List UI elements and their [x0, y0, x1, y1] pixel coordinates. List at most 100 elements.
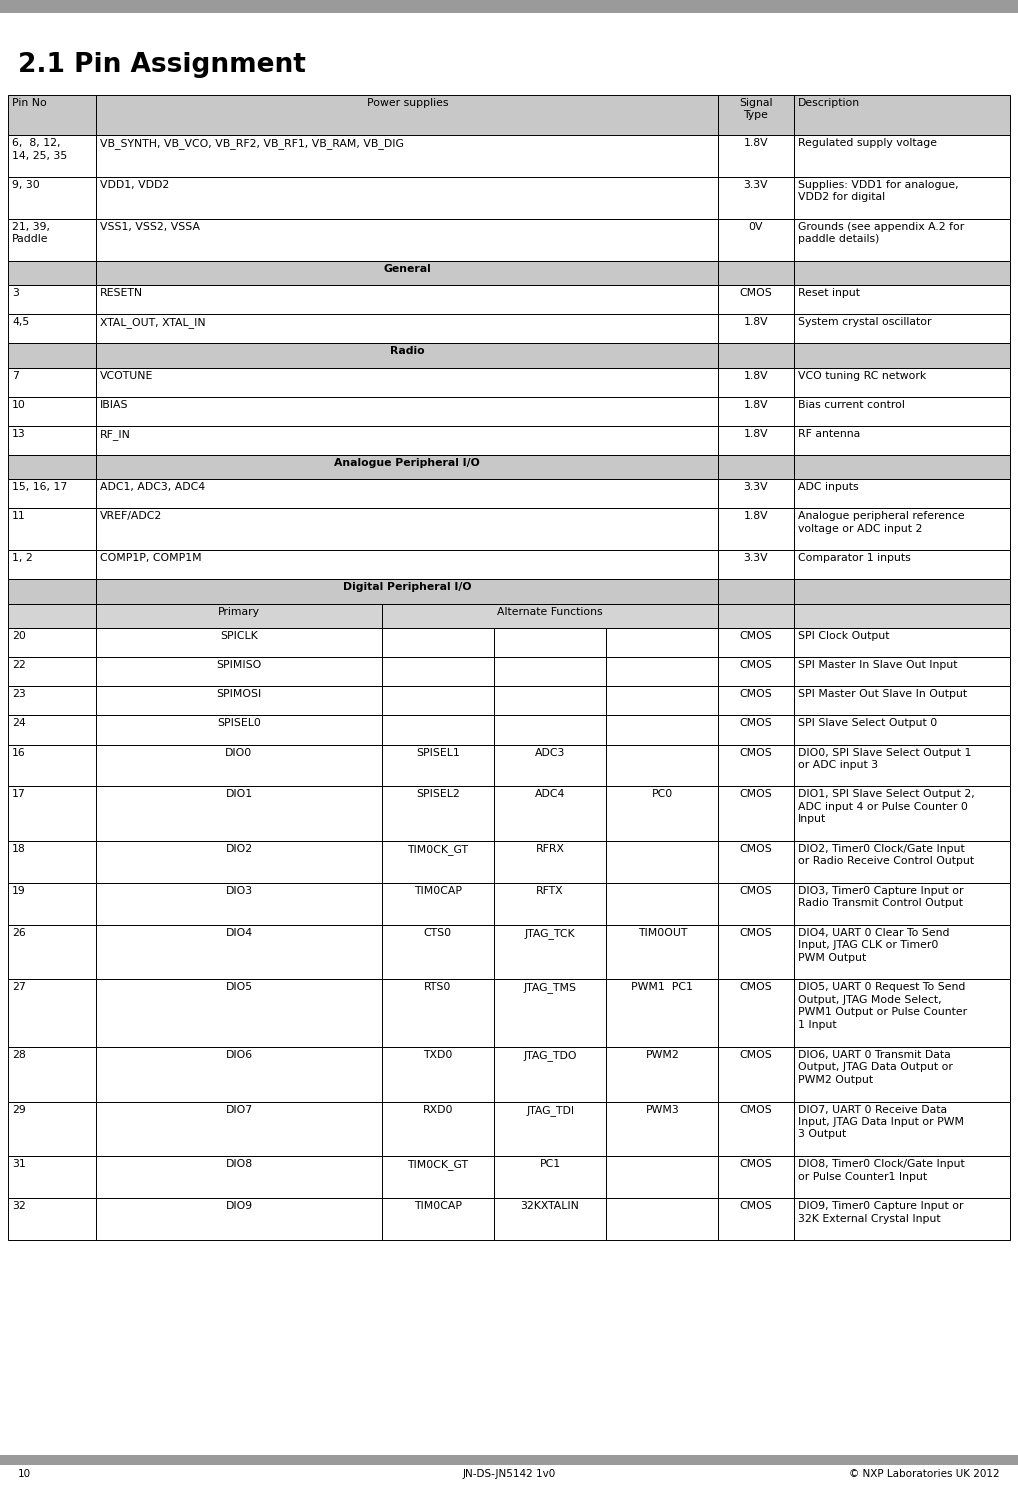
Bar: [719, 579, 794, 605]
Bar: [794, 219, 1010, 261]
Text: 1, 2: 1, 2: [12, 554, 33, 563]
Text: DIO7, UART 0 Receive Data
Input, JTAG Data Input or PWM
3 Output: DIO7, UART 0 Receive Data Input, JTAG Da…: [797, 1105, 964, 1139]
Text: RXD0: RXD0: [422, 1105, 453, 1115]
Bar: [794, 716, 1010, 744]
Text: 10: 10: [12, 401, 25, 409]
Text: CMOS: CMOS: [740, 983, 773, 992]
Text: 21, 39,
Paddle: 21, 39, Paddle: [12, 222, 50, 244]
Text: DIO3, Timer0 Capture Input or
Radio Transmit Control Output: DIO3, Timer0 Capture Input or Radio Tran…: [797, 886, 963, 908]
Text: DIO3: DIO3: [225, 886, 252, 896]
Text: 3: 3: [12, 289, 19, 298]
Text: 10: 10: [18, 1470, 32, 1479]
Bar: [96, 925, 382, 980]
Text: © NXP Laboratories UK 2012: © NXP Laboratories UK 2012: [849, 1470, 1000, 1479]
Bar: [794, 980, 1010, 1047]
Bar: [719, 1157, 794, 1199]
Text: DIO6: DIO6: [225, 1050, 252, 1060]
Bar: [794, 1157, 1010, 1199]
Bar: [606, 716, 719, 744]
Bar: [8, 479, 96, 508]
Bar: [8, 508, 96, 551]
Text: DIO5, UART 0 Request To Send
Output, JTAG Mode Select,
PWM1 Output or Pulse Coun: DIO5, UART 0 Request To Send Output, JTA…: [797, 983, 967, 1029]
Text: Description: Description: [797, 98, 859, 109]
Text: SPI Master In Slave Out Input: SPI Master In Slave Out Input: [797, 661, 957, 670]
Bar: [494, 883, 606, 925]
Bar: [606, 925, 719, 980]
Bar: [494, 658, 606, 686]
Text: ADC4: ADC4: [534, 789, 565, 800]
Text: PWM1  PC1: PWM1 PC1: [631, 983, 693, 992]
Bar: [382, 716, 494, 744]
Text: SPI Master Out Slave In Output: SPI Master Out Slave In Output: [797, 689, 967, 700]
Text: Signal
Type: Signal Type: [739, 98, 773, 121]
Bar: [794, 368, 1010, 398]
Bar: [606, 980, 719, 1047]
Text: 32KXTALIN: 32KXTALIN: [520, 1202, 579, 1211]
Bar: [8, 883, 96, 925]
Bar: [96, 426, 719, 456]
Bar: [382, 628, 494, 658]
Bar: [96, 1157, 382, 1199]
Text: JTAG_TMS: JTAG_TMS: [523, 983, 576, 993]
Bar: [96, 579, 719, 605]
Text: 29: 29: [12, 1105, 25, 1115]
Bar: [794, 508, 1010, 551]
Bar: [8, 1047, 96, 1102]
Bar: [382, 883, 494, 925]
Text: CMOS: CMOS: [740, 1105, 773, 1115]
Text: DIO1: DIO1: [225, 789, 252, 800]
Bar: [96, 980, 382, 1047]
Text: RTS0: RTS0: [425, 983, 452, 992]
Bar: [719, 658, 794, 686]
Bar: [382, 658, 494, 686]
Text: DIO9, Timer0 Capture Input or
32K External Crystal Input: DIO9, Timer0 Capture Input or 32K Extern…: [797, 1202, 963, 1224]
Text: CMOS: CMOS: [740, 1160, 773, 1169]
Bar: [8, 1157, 96, 1199]
Bar: [794, 786, 1010, 841]
Text: 26: 26: [12, 928, 25, 938]
Text: VCOTUNE: VCOTUNE: [100, 371, 154, 381]
Text: 1.8V: 1.8V: [744, 371, 769, 381]
Bar: [494, 1102, 606, 1157]
Text: 11: 11: [12, 512, 25, 521]
Bar: [382, 744, 494, 786]
Bar: [96, 344, 719, 368]
Bar: [794, 658, 1010, 686]
Text: General: General: [384, 264, 432, 274]
Bar: [794, 177, 1010, 219]
Bar: [96, 744, 382, 786]
Bar: [96, 135, 719, 177]
Text: Reset input: Reset input: [797, 289, 859, 298]
Bar: [8, 219, 96, 261]
Bar: [96, 1199, 382, 1240]
Text: 1.8V: 1.8V: [744, 138, 769, 149]
Bar: [606, 744, 719, 786]
Text: DIO9: DIO9: [225, 1202, 252, 1211]
Bar: [794, 1199, 1010, 1240]
Text: DIO7: DIO7: [225, 1105, 252, 1115]
Text: 0V: 0V: [749, 222, 764, 232]
Bar: [494, 786, 606, 841]
Text: PWM3: PWM3: [645, 1105, 679, 1115]
Bar: [96, 716, 382, 744]
Bar: [719, 716, 794, 744]
Bar: [96, 883, 382, 925]
Text: SPIMOSI: SPIMOSI: [217, 689, 262, 700]
Bar: [96, 479, 719, 508]
Text: TIM0CAP: TIM0CAP: [414, 886, 462, 896]
Text: 7: 7: [12, 371, 19, 381]
Bar: [8, 980, 96, 1047]
Bar: [96, 219, 719, 261]
Bar: [719, 286, 794, 314]
Text: SPISEL1: SPISEL1: [416, 747, 460, 758]
Text: JN-DS-JN5142 1v0: JN-DS-JN5142 1v0: [462, 1470, 556, 1479]
Bar: [8, 177, 96, 219]
Text: 24: 24: [12, 719, 25, 728]
Bar: [719, 368, 794, 398]
Bar: [719, 841, 794, 883]
Text: SPISEL0: SPISEL0: [217, 719, 261, 728]
Bar: [719, 744, 794, 786]
Text: Power supplies: Power supplies: [366, 98, 448, 109]
Bar: [8, 925, 96, 980]
Bar: [606, 883, 719, 925]
